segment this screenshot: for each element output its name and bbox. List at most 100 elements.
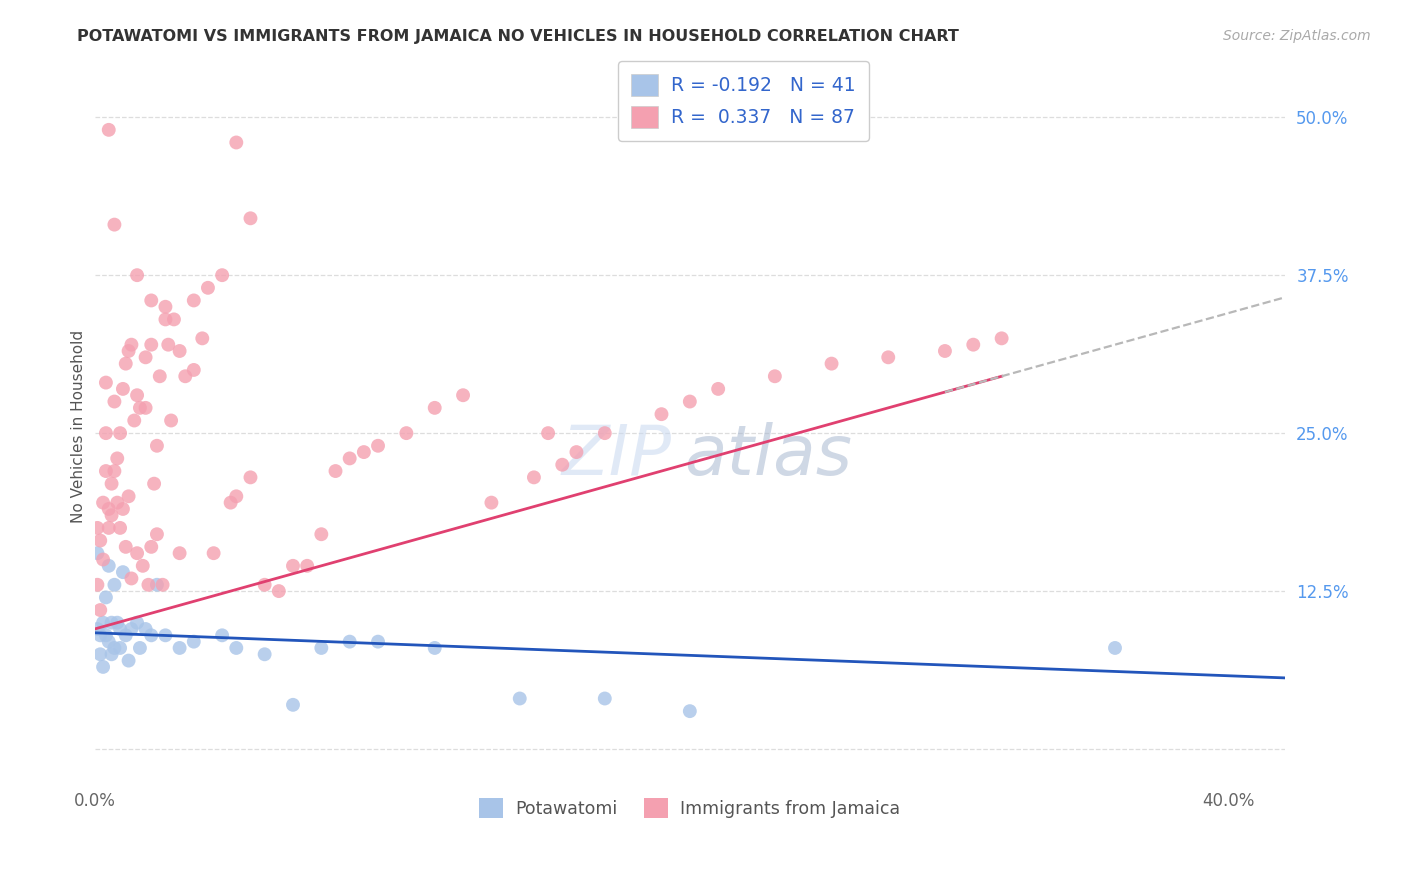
Point: [111, 382, 134, 396]
Point: [86, 546, 108, 560]
Point: [225, 489, 247, 503]
Point: [239, 470, 262, 484]
Point: [679, 704, 702, 718]
Point: [146, 439, 169, 453]
Legend: Potawatomi, Immigrants from Jamaica: Potawatomi, Immigrants from Jamaica: [472, 791, 907, 825]
Point: [86, 578, 108, 592]
Point: [103, 578, 125, 592]
Point: [537, 426, 560, 441]
Point: [143, 476, 166, 491]
Point: [100, 508, 122, 523]
Point: [122, 413, 145, 427]
Point: [127, 388, 149, 402]
Point: [155, 312, 177, 326]
Point: [451, 388, 474, 402]
Text: POTAWATOMI VS IMMIGRANTS FROM JAMAICA NO VEHICLES IN HOUSEHOLD CORRELATION CHART: POTAWATOMI VS IMMIGRANTS FROM JAMAICA NO…: [77, 29, 959, 44]
Point: [183, 363, 205, 377]
Point: [281, 558, 304, 573]
Point: [94, 376, 117, 390]
Point: [105, 615, 128, 630]
Point: [114, 628, 136, 642]
Point: [94, 591, 117, 605]
Point: [593, 691, 616, 706]
Point: [325, 464, 347, 478]
Point: [114, 357, 136, 371]
Point: [141, 337, 163, 351]
Point: [91, 552, 114, 566]
Point: [89, 603, 111, 617]
Point: [94, 628, 117, 642]
Point: [423, 640, 446, 655]
Point: [191, 331, 214, 345]
Point: [174, 369, 197, 384]
Point: [197, 281, 219, 295]
Point: [103, 464, 125, 478]
Point: [89, 533, 111, 548]
Point: [169, 343, 191, 358]
Point: [183, 293, 205, 308]
Y-axis label: No Vehicles in Household: No Vehicles in Household: [72, 330, 86, 524]
Point: [103, 640, 125, 655]
Text: atlas: atlas: [683, 422, 852, 489]
Point: [311, 527, 333, 541]
Point: [820, 357, 842, 371]
Point: [353, 445, 375, 459]
Point: [111, 502, 134, 516]
Point: [100, 615, 122, 630]
Point: [135, 351, 157, 365]
Point: [679, 394, 702, 409]
Point: [877, 351, 900, 365]
Point: [152, 578, 174, 592]
Point: [339, 451, 361, 466]
Point: [990, 331, 1012, 345]
Point: [120, 337, 142, 351]
Point: [395, 426, 418, 441]
Point: [146, 578, 169, 592]
Point: [114, 540, 136, 554]
Point: [593, 426, 616, 441]
Point: [108, 622, 131, 636]
Point: [295, 558, 318, 573]
Point: [155, 628, 177, 642]
Point: [141, 293, 163, 308]
Point: [129, 640, 152, 655]
Point: [239, 211, 262, 226]
Point: [311, 640, 333, 655]
Point: [97, 521, 120, 535]
Point: [103, 218, 125, 232]
Point: [183, 634, 205, 648]
Point: [135, 622, 157, 636]
Point: [509, 691, 531, 706]
Point: [138, 578, 160, 592]
Point: [127, 268, 149, 282]
Point: [108, 640, 131, 655]
Point: [111, 565, 134, 579]
Point: [91, 495, 114, 509]
Point: [108, 426, 131, 441]
Point: [481, 495, 503, 509]
Point: [211, 268, 233, 282]
Point: [1104, 640, 1126, 655]
Point: [127, 615, 149, 630]
Point: [163, 312, 186, 326]
Point: [211, 628, 233, 642]
Text: ZIP: ZIP: [562, 422, 672, 489]
Point: [169, 640, 191, 655]
Point: [91, 615, 114, 630]
Point: [120, 571, 142, 585]
Point: [105, 451, 128, 466]
Point: [219, 495, 242, 509]
Point: [117, 343, 139, 358]
Point: [117, 654, 139, 668]
Point: [155, 300, 177, 314]
Point: [149, 369, 172, 384]
Point: [108, 521, 131, 535]
Point: [551, 458, 574, 472]
Point: [105, 495, 128, 509]
Point: [97, 634, 120, 648]
Point: [89, 628, 111, 642]
Point: [962, 337, 984, 351]
Point: [135, 401, 157, 415]
Point: [100, 647, 122, 661]
Text: Source: ZipAtlas.com: Source: ZipAtlas.com: [1223, 29, 1371, 43]
